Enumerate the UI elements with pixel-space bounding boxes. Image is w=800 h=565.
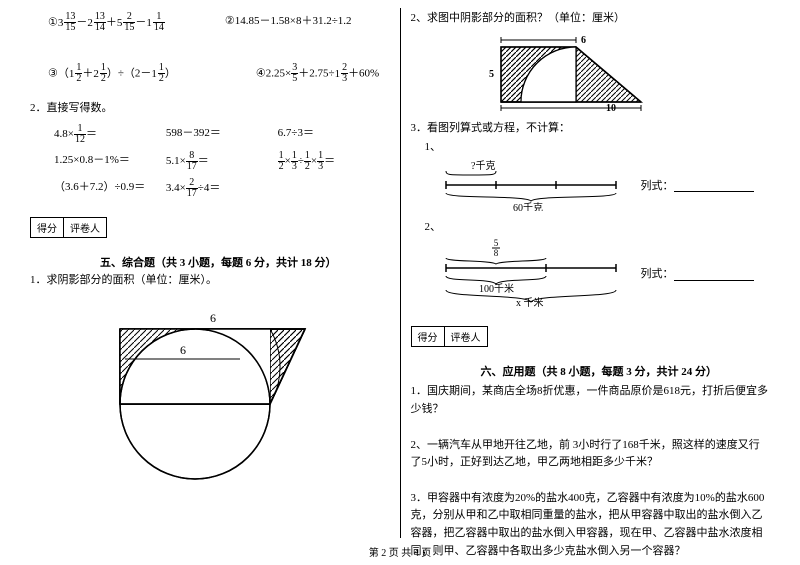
circle-svg: 6 6 <box>80 294 310 484</box>
blank-2 <box>674 269 754 281</box>
circled-4: ④ <box>256 68 266 80</box>
label-r-6: 6 <box>180 343 186 357</box>
svg-text:?千克: ?千克 <box>471 160 495 172</box>
expr-3: ③（112＋212）÷（2－112） <box>48 63 176 84</box>
expr-1: ①31315－21314＋5215－1114 <box>48 12 165 33</box>
trap-figure: 6 5 10 <box>481 32 771 112</box>
lieshi-label-1: 列式： <box>641 180 674 192</box>
calc-3-1: （3.6＋7.2）÷0.9＝ <box>54 178 166 199</box>
page-footer: 第 2 页 共 4 页 <box>0 544 800 559</box>
q6-2: 2、一辆汽车从甲地开往乙地，前 3小时行了168千米，照这样的速度又行了5小时，… <box>411 437 771 472</box>
svg-text:8: 8 <box>493 248 498 258</box>
calc-2-1: 1.25×0.8－1%＝ <box>54 151 166 172</box>
svg-text:5: 5 <box>493 238 498 248</box>
svg-text:6: 6 <box>581 35 586 46</box>
expr-row-2: ③（112＋212）÷（2－112） ④2.25×35＋2.75÷123＋60% <box>48 63 390 84</box>
right-column: 2、求图中阴影部分的面积？（单位：厘米） <box>401 8 781 545</box>
bracket-fig-2: 5 8 100千米 x 千米 列式： <box>441 238 771 308</box>
r-q3: 3．看图列算式或方程，不计算： <box>411 120 771 138</box>
calc-2-2: 5.1×817＝ <box>166 151 278 172</box>
expr-4: ④2.25×35＋2.75÷123＋60% <box>256 63 379 84</box>
page-container: ①31315－21314＋5215－1114 ②14.85－1.58×8＋31.… <box>0 0 800 545</box>
q6-1: 1．国庆期间，某商店全场8折优惠，一件商品原价是618元，打折后便宜多少钱？ <box>411 383 771 418</box>
circle-figure: 6 6 <box>80 294 390 484</box>
bracket1-svg: ?千克 60千克 <box>441 159 621 211</box>
score-label: 得分 <box>31 218 64 237</box>
calc-row-1: 4.8×112＝ 598－392＝ 6.7÷3＝ <box>54 124 390 145</box>
r-q3-1: 1、 <box>411 139 771 157</box>
circled-1: ① <box>48 17 58 29</box>
calc-1-1: 4.8×112＝ <box>54 124 166 145</box>
score-label-6: 得分 <box>412 327 445 346</box>
circled-3: ③ <box>48 68 58 80</box>
scorebox-6: 得分 评卷人 <box>411 326 488 347</box>
lieshi-1: 列式： <box>641 177 754 193</box>
label-top-6: 6 <box>210 311 216 325</box>
section-5-header: 得分 评卷人 五、综合题（共 3 小题，每题 6 分，共计 18 分） <box>30 217 390 270</box>
blank-1 <box>674 180 754 192</box>
trap-svg: 6 5 10 <box>481 32 661 112</box>
section-5-title: 五、综合题（共 3 小题，每题 6 分，共计 18 分） <box>100 257 337 269</box>
calc-1-3: 6.7÷3＝ <box>278 124 390 145</box>
expr-2: ②14.85－1.58×8＋31.2÷1.2 <box>225 12 352 33</box>
calc-1-2: 598－392＝ <box>166 124 278 145</box>
calc-row-2: 1.25×0.8－1%＝ 5.1×817＝ 12×13÷12×13＝ <box>54 151 390 172</box>
r-q2: 2、求图中阴影部分的面积？（单位：厘米） <box>411 10 771 28</box>
q5-1: 1．求阴影部分的面积（单位：厘米）。 <box>30 272 390 290</box>
section-6-title: 六、应用题（共 8 小题，每题 3 分，共计 24 分） <box>481 366 718 378</box>
svg-text:5: 5 <box>489 69 494 80</box>
q2-title: 2．直接写得数。 <box>30 100 390 118</box>
svg-text:10: 10 <box>606 103 616 112</box>
r-q3-2: 2、 <box>411 219 771 237</box>
calc-2-3: 12×13÷12×13＝ <box>278 151 390 172</box>
bracket2-svg: 5 8 100千米 x 千米 <box>441 238 621 308</box>
lieshi-label-2: 列式： <box>641 268 674 280</box>
svg-text:60千克: 60千克 <box>513 202 543 211</box>
svg-text:100千米: 100千米 <box>479 282 514 295</box>
scorebox-5: 得分 评卷人 <box>30 217 107 238</box>
grader-label-6: 评卷人 <box>445 327 487 346</box>
bracket-fig-1: ?千克 60千克 列式： <box>441 159 771 211</box>
expr-row-1: ①31315－21314＋5215－1114 ②14.85－1.58×8＋31.… <box>48 12 390 33</box>
section-6-header: 得分 评卷人 六、应用题（共 8 小题，每题 3 分，共计 24 分） <box>411 326 771 379</box>
svg-text:x 千米: x 千米 <box>516 296 544 308</box>
grader-label: 评卷人 <box>64 218 106 237</box>
left-column: ①31315－21314＋5215－1114 ②14.85－1.58×8＋31.… <box>20 8 400 545</box>
lieshi-2: 列式： <box>641 265 754 281</box>
calc-row-3: （3.6＋7.2）÷0.9＝ 3.4×217÷4＝ <box>54 178 390 199</box>
calc-3-2: 3.4×217÷4＝ <box>166 178 278 199</box>
